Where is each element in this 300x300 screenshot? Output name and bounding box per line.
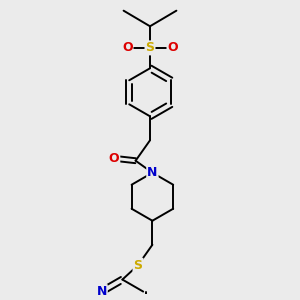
- Text: N: N: [147, 166, 158, 179]
- Text: O: O: [109, 152, 119, 165]
- Text: O: O: [122, 41, 133, 54]
- Text: S: S: [146, 41, 154, 54]
- Text: O: O: [167, 41, 178, 54]
- Text: S: S: [134, 259, 142, 272]
- Text: N: N: [96, 285, 107, 298]
